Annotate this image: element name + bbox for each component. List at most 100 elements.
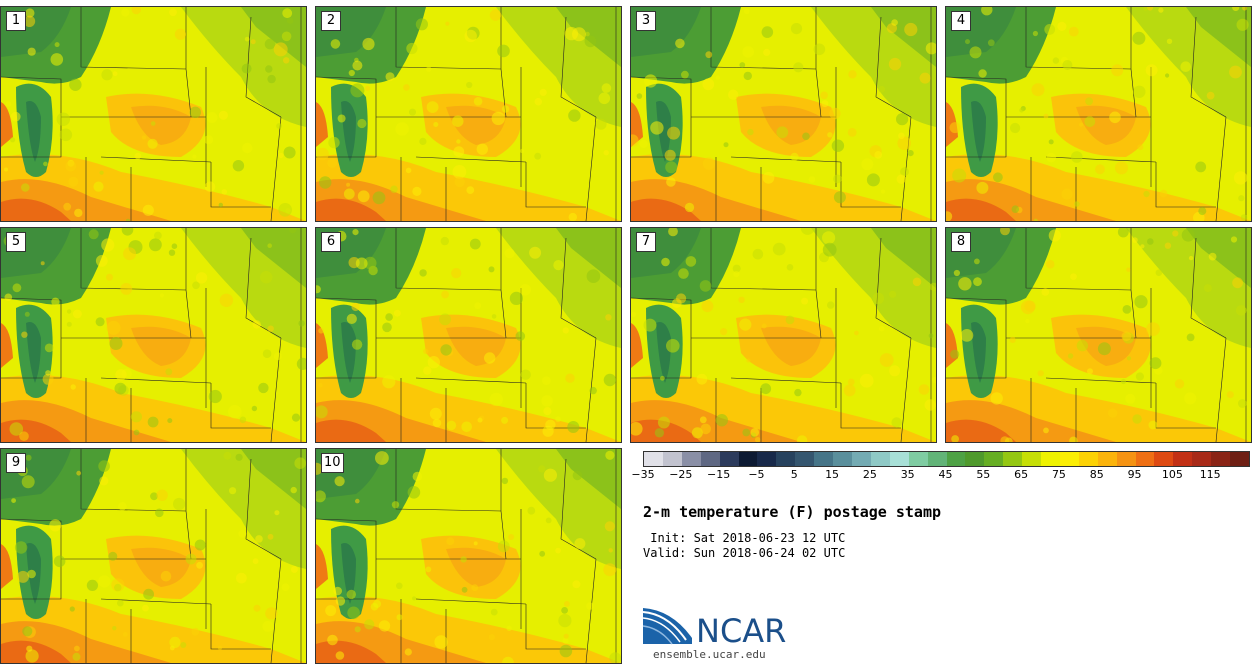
state-boundary — [316, 518, 377, 600]
temperature-region — [131, 105, 191, 145]
temperature-speckle — [95, 317, 105, 327]
temperature-speckle — [889, 365, 901, 377]
temperature-speckle — [981, 7, 993, 16]
state-boundary — [210, 604, 271, 650]
temperature-speckle — [878, 325, 885, 332]
temperature-speckle — [204, 181, 216, 192]
colorbar-tick-labels: −35 −25 −15 −5 5 15 25 35 45 55 65 75 85 95 105 115 — [631, 468, 1248, 484]
ensemble-member-8-map: 8 — [945, 227, 1252, 443]
temperature-speckle — [888, 57, 902, 71]
state-boundary — [946, 297, 1007, 379]
temperature-speckle — [346, 589, 356, 600]
temperature-speckle — [1135, 372, 1144, 381]
temperature-speckle — [217, 645, 223, 650]
temperature-speckle — [1208, 252, 1217, 261]
colorbar-bin — [1135, 452, 1155, 466]
state-boundary — [100, 598, 212, 605]
state-boundary — [946, 76, 1007, 158]
temperature-speckle — [452, 115, 464, 127]
temperature-speckle — [9, 422, 24, 436]
temperature-speckle — [415, 18, 428, 31]
temperature-speckle — [365, 85, 371, 91]
temperature-region — [241, 449, 306, 509]
temperature-speckle — [527, 506, 536, 515]
colorbar-bin — [1097, 452, 1117, 466]
temperature-speckle — [699, 416, 707, 424]
temperature-region — [1, 544, 13, 589]
temperature-speckle — [1122, 305, 1132, 314]
colorbar-bin — [738, 452, 758, 466]
temperature-speckle — [218, 110, 228, 120]
state-boundary — [1130, 7, 1137, 118]
temperature-region — [1, 102, 13, 147]
colorbar-bin — [1154, 452, 1174, 466]
temperature-speckle — [987, 39, 995, 47]
temperature-speckle — [666, 177, 676, 187]
temperature-speckle — [489, 392, 503, 407]
colorbar-bin — [870, 452, 890, 466]
temperature-speckle — [262, 620, 274, 632]
state-boundary — [560, 237, 597, 339]
temperature-speckle — [10, 111, 21, 122]
temperature-speckle — [276, 123, 282, 129]
temperature-speckle — [1195, 161, 1207, 173]
temperature-speckle — [1043, 427, 1049, 434]
colorbar-tick-label: 15 — [825, 468, 840, 481]
temperature-speckle — [236, 572, 247, 584]
temperature-speckle — [973, 277, 982, 287]
temperature-speckle — [1010, 122, 1021, 134]
temperature-speckle — [1235, 305, 1247, 316]
temperature-speckle — [1048, 229, 1061, 242]
temperature-speckle — [112, 71, 118, 77]
temperature-speckle — [350, 83, 365, 98]
temperature-speckle — [929, 282, 936, 291]
temperature-speckle — [1041, 288, 1050, 296]
temperature-speckle — [426, 101, 439, 113]
temperature-region — [316, 102, 328, 147]
temperature-speckle — [283, 57, 290, 64]
temperature-speckle — [919, 72, 931, 84]
temperature-speckle — [993, 172, 1003, 183]
temperature-speckle — [762, 171, 775, 184]
colorbar-bin — [662, 452, 682, 466]
temperature-speckle — [255, 535, 263, 543]
temperature-speckle — [796, 435, 808, 442]
temperature-speckle — [820, 91, 828, 100]
state-boundary — [631, 76, 692, 158]
state-boundary — [730, 156, 842, 163]
temperature-speckle — [1045, 259, 1055, 269]
temperature-speckle — [106, 320, 121, 335]
temperature-speckle — [1084, 116, 1096, 127]
temperature-speckle — [1052, 57, 1060, 64]
state-boundary — [80, 449, 187, 512]
temperature-speckle — [267, 74, 276, 84]
state-boundary — [1190, 237, 1227, 339]
temperature-speckle — [453, 146, 465, 158]
member-number-label: 8 — [951, 232, 971, 252]
temperature-speckle — [555, 547, 561, 554]
state-boundary — [270, 116, 282, 221]
member-number-label: 9 — [6, 453, 26, 473]
temperature-speckle — [464, 29, 477, 43]
temperature-speckle — [337, 114, 346, 123]
temperature-speckle — [896, 113, 909, 126]
temperature-speckle — [534, 97, 543, 106]
temperature-speckle — [327, 158, 338, 168]
temperature-speckle — [946, 211, 953, 221]
state-boundary — [80, 228, 187, 291]
temperature-speckle — [1203, 284, 1212, 293]
temperature-speckle — [171, 243, 178, 249]
temperature-speckle — [43, 161, 48, 167]
temperature-speckle — [750, 428, 760, 437]
temperature-speckle — [558, 614, 572, 628]
temperature-speckle — [539, 88, 547, 96]
temperature-speckle — [763, 48, 771, 57]
temperature-speckle — [960, 329, 974, 342]
colorbar-bin — [719, 452, 739, 466]
temperature-speckle — [474, 302, 482, 310]
temperature-speckle — [423, 366, 432, 375]
state-boundary — [395, 228, 502, 291]
temperature-speckle — [790, 152, 799, 161]
temperature-speckle — [355, 498, 360, 504]
temperature-speckle — [133, 429, 140, 436]
